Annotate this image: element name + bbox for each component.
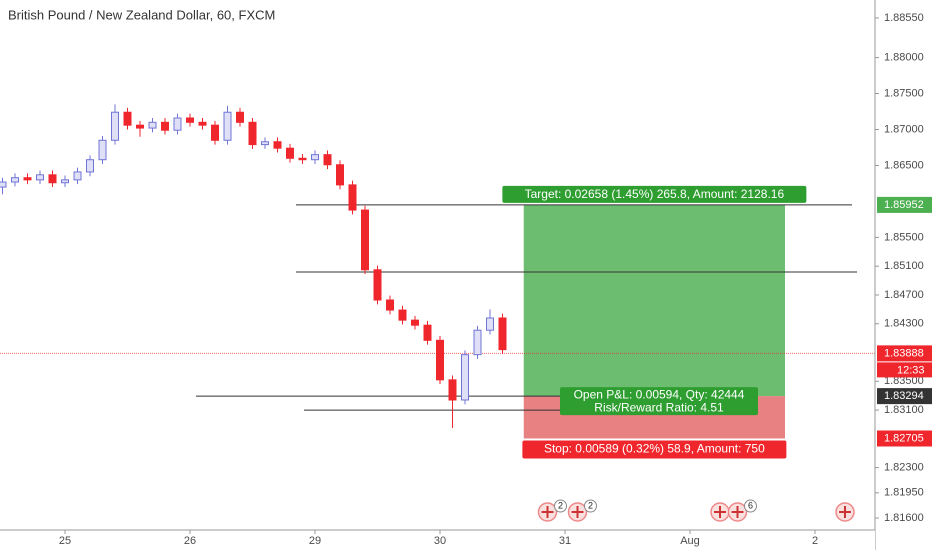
x-tick-label: 2 xyxy=(812,535,818,547)
candle-body xyxy=(461,354,469,401)
candle-body xyxy=(11,177,19,183)
x-tick-label: 26 xyxy=(184,535,196,547)
candle-body xyxy=(348,184,357,211)
candle-body xyxy=(223,111,232,141)
flag-cross xyxy=(839,506,851,518)
y-tick-label: 1.86500 xyxy=(884,159,924,171)
candle-body xyxy=(48,174,57,184)
stop-label-box xyxy=(522,440,787,459)
event-count: 6 xyxy=(748,500,753,510)
candle-body xyxy=(98,139,107,161)
candle-body xyxy=(398,309,407,321)
candle-body xyxy=(86,159,94,173)
candle-body xyxy=(286,147,294,159)
y-tick-label: 1.83500 xyxy=(884,375,924,387)
chart-title: British Pound / New Zealand Dollar, 60, … xyxy=(8,7,275,22)
candle-body xyxy=(386,299,394,311)
y-tick-label: 1.87500 xyxy=(884,87,924,99)
candle-body xyxy=(298,157,307,161)
candle-body xyxy=(448,379,457,401)
candle-body xyxy=(273,141,282,149)
stop-price-tag-box xyxy=(877,430,932,447)
candle-body xyxy=(136,124,144,129)
countdown-box xyxy=(877,362,932,378)
candle-body xyxy=(161,121,169,131)
candle-body xyxy=(173,117,182,131)
x-tick-label: 25 xyxy=(59,535,71,547)
pnl-label: Open P&L: 0.00594, Qty: 42444 xyxy=(574,387,745,401)
event-badge xyxy=(554,499,567,513)
current-price-tag-box xyxy=(877,345,932,362)
event-count: 2 xyxy=(588,500,593,510)
event-badge xyxy=(584,499,597,513)
entry-price-tag: 1.83294 xyxy=(884,390,924,402)
candle-body xyxy=(423,324,432,341)
candle-body xyxy=(198,121,207,126)
candle-body xyxy=(148,121,157,129)
candle-body xyxy=(36,174,44,181)
candle-body xyxy=(473,329,482,356)
target-price-tag: 1.85952 xyxy=(884,199,924,211)
candle-body xyxy=(261,141,269,146)
candle-body xyxy=(111,111,119,141)
candle-body xyxy=(73,171,82,181)
candle-body xyxy=(23,177,32,181)
candle-body xyxy=(61,179,69,184)
target-price-tag-box xyxy=(877,196,932,213)
stop-label: Stop: 0.00589 (0.32%) 58.9, Amount: 750 xyxy=(544,442,765,456)
candle-body xyxy=(248,121,257,146)
ratio-label: Risk/Reward Ratio: 4.51 xyxy=(594,400,724,414)
y-tick-label: 1.83100 xyxy=(884,404,924,416)
countdown: 12:33 xyxy=(897,364,925,376)
candle-body xyxy=(236,111,244,123)
x-tick-label: 30 xyxy=(434,535,446,547)
candle-body xyxy=(498,317,507,351)
candle-body xyxy=(361,209,369,271)
y-tick-label: 1.84300 xyxy=(884,318,924,330)
y-tick-label: 1.88550 xyxy=(884,12,924,24)
target-label-box xyxy=(502,185,807,203)
y-tick-label: 1.84700 xyxy=(884,289,924,301)
x-tick-label: Aug xyxy=(680,535,700,547)
y-tick-label: 1.81950 xyxy=(884,487,924,499)
candle-body xyxy=(373,269,382,301)
candle-body xyxy=(211,124,219,141)
time-axis xyxy=(0,530,875,550)
y-tick-label: 1.82300 xyxy=(884,462,924,474)
stop-price-tag: 1.82705 xyxy=(884,432,924,444)
pnl-label-box xyxy=(560,387,758,416)
flag-cross xyxy=(541,506,554,518)
event-badge xyxy=(744,499,757,513)
candle-body xyxy=(323,154,332,166)
flag-cross xyxy=(571,506,584,518)
y-tick-label: 1.85500 xyxy=(884,231,924,243)
y-tick-label: 1.85100 xyxy=(884,260,924,272)
entry-price-tag-box xyxy=(877,388,932,405)
candle-body xyxy=(186,117,194,123)
candle-body xyxy=(486,317,494,331)
candle-body xyxy=(0,181,7,188)
candle-body xyxy=(436,339,444,381)
flag-cross xyxy=(731,506,744,518)
event-count: 2 xyxy=(558,500,563,510)
candle-body xyxy=(411,319,419,326)
current-price-tag: 1.83888 xyxy=(884,347,924,359)
candle-body xyxy=(336,164,344,186)
y-tick-label: 1.87000 xyxy=(884,123,924,135)
target-label: Target: 0.02658 (1.45%) 265.8, Amount: 2… xyxy=(525,187,785,201)
y-tick-label: 1.88000 xyxy=(884,51,924,63)
price-axis xyxy=(875,0,932,550)
profit-zone xyxy=(523,204,785,397)
x-tick-label: 29 xyxy=(309,535,321,547)
candle-body xyxy=(123,111,132,126)
flag-cross xyxy=(714,506,726,518)
y-tick-label: 1.81600 xyxy=(884,512,924,524)
candle-body xyxy=(311,154,319,161)
x-tick-label: 31 xyxy=(559,535,571,547)
